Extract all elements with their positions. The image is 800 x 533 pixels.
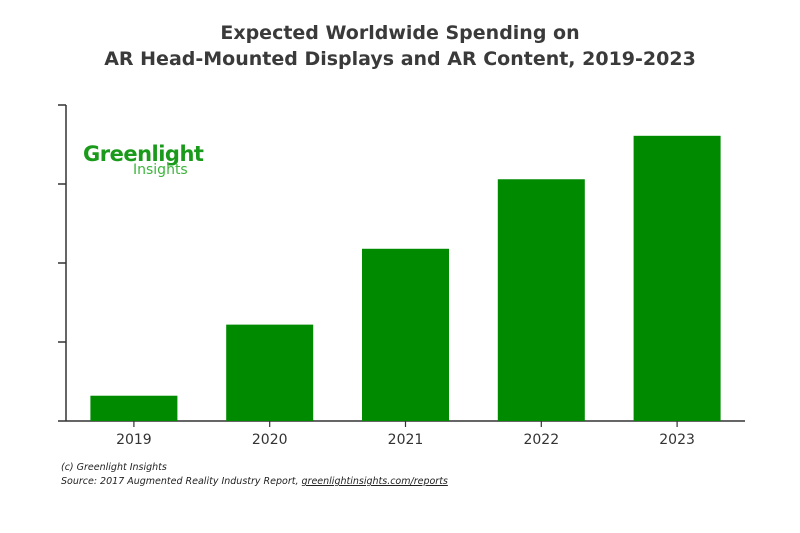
bar-2019 xyxy=(90,395,178,421)
source-text: Source: 2017 Augmented Reality Industry … xyxy=(61,476,302,487)
copyright: (c) Greenlight Insights xyxy=(61,462,167,473)
x-tick-label: 2022 xyxy=(523,432,559,448)
x-tick-label: 2019 xyxy=(116,432,152,448)
x-tick-label: 2023 xyxy=(659,432,695,448)
title-line-2: AR Head-Mounted Displays and AR Content,… xyxy=(104,48,696,70)
footer: (c) Greenlight Insights Source: 2017 Aug… xyxy=(61,461,448,489)
source: Source: 2017 Augmented Reality Industry … xyxy=(61,475,448,489)
logo-subtext: Insights xyxy=(133,162,188,178)
bar-2020 xyxy=(226,324,314,421)
bar-2023 xyxy=(633,135,721,421)
title-line-1: Expected Worldwide Spending on xyxy=(220,22,580,44)
bar-2021 xyxy=(362,248,449,421)
bar-2022 xyxy=(497,179,585,421)
logo-text: Greenlight xyxy=(83,142,204,166)
x-tick-label: 2020 xyxy=(252,432,288,448)
chart-title: Expected Worldwide Spending on AR Head-M… xyxy=(0,20,800,72)
source-link[interactable]: greenlightinsights.com/reports xyxy=(301,476,448,487)
greenlight-logo: Greenlight Insights xyxy=(83,142,204,178)
x-tick-label: 2021 xyxy=(388,432,424,448)
